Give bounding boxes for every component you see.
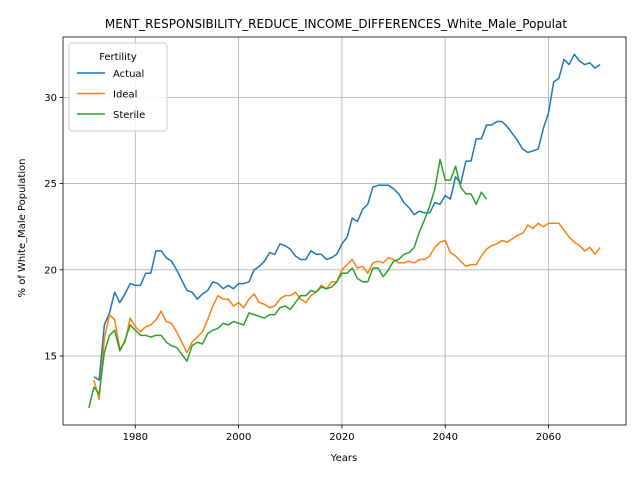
y-tick-label: 15 — [44, 352, 57, 363]
series-line-sterile — [88, 158, 488, 408]
plot-area: 1980 2000 2020 2040 2060 15 20 25 30 Fertility Act… — [44, 36, 627, 443]
legend-title: Fertility — [99, 52, 137, 63]
x-tick-label: 2020 — [329, 432, 354, 443]
legend-label-sterile: Sterile — [113, 110, 145, 121]
x-tick-label: 2000 — [226, 432, 251, 443]
y-tick-label: 30 — [44, 93, 57, 104]
y-tick-label: 25 — [44, 179, 57, 190]
x-tick-label: 2040 — [432, 432, 457, 443]
legend-frame — [68, 42, 168, 132]
x-tick-label: 2060 — [536, 432, 561, 443]
y-axis-label: % of White_Male Population — [17, 159, 28, 298]
y-tick-label: 20 — [44, 265, 57, 276]
series-line-actual — [93, 53, 601, 381]
axes-frame — [62, 36, 627, 426]
chart-title: MENT_RESPONSIBILITY_REDUCE_INCOME_DIFFER… — [105, 17, 567, 31]
x-axis-label: Years — [330, 453, 357, 464]
legend-label-actual: Actual — [113, 69, 144, 80]
legend-label-ideal: Ideal — [113, 90, 137, 101]
series-line-ideal — [93, 222, 601, 400]
x-tick-label: 1980 — [123, 432, 148, 443]
legend: Fertility Actual Ideal Sterile — [68, 42, 168, 132]
